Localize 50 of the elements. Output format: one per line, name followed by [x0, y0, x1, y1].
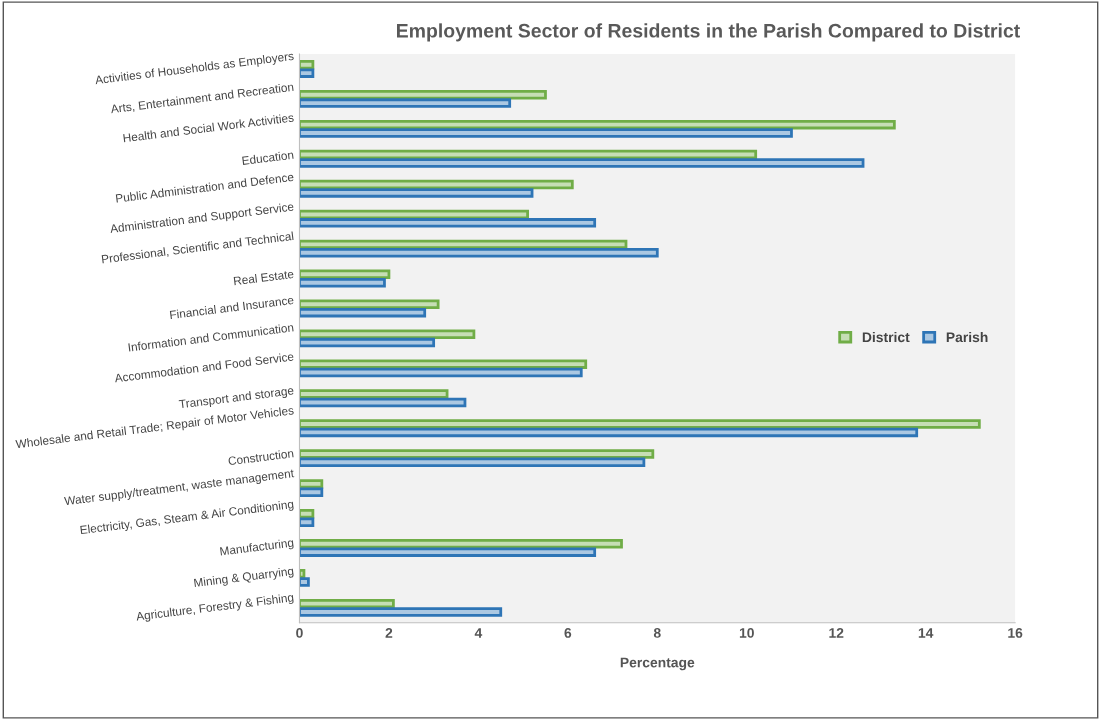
- bar: [299, 158, 865, 168]
- bar: [299, 419, 981, 429]
- bar: [299, 547, 597, 557]
- bar: [299, 367, 583, 378]
- bar: [299, 397, 467, 408]
- x-tick-label: 12: [829, 628, 844, 638]
- bar: [299, 449, 655, 459]
- y-tick-label: Accommodation and Food Service: [114, 351, 294, 383]
- bar: [299, 457, 646, 468]
- x-tick-label: 10: [739, 628, 754, 638]
- bar: [299, 277, 386, 288]
- y-tick-label: Health and Social Work Activities: [123, 112, 294, 143]
- bar: [299, 98, 512, 108]
- y-tick-label: Manufacturing: [219, 538, 294, 558]
- y-tick-label: Mining & Quarrying: [193, 566, 294, 590]
- x-tick-label: 14: [918, 628, 934, 638]
- bar: [299, 479, 324, 489]
- y-tick-label: Education: [242, 150, 294, 166]
- bar: [299, 128, 793, 138]
- bar: [299, 359, 588, 369]
- bar: [299, 329, 476, 339]
- y-tick-label: Real Estate: [233, 269, 294, 286]
- bar: [299, 307, 427, 318]
- bar: [299, 337, 436, 348]
- chart-title: Employment Sector of Residents in the Parish Compared to District: [397, 23, 1020, 42]
- legend-label: Parish: [946, 331, 988, 343]
- legend-label: District: [862, 331, 910, 343]
- bar: [299, 188, 534, 198]
- y-tick-label: Agriculture, Forestry & Fishing: [135, 592, 294, 623]
- bar: [299, 389, 449, 399]
- x-tick-label: 8: [653, 628, 661, 638]
- y-tick-label: Arts, Entertainment and Recreation: [110, 82, 294, 115]
- x-tick-label: 6: [564, 628, 572, 638]
- y-tick-label: Construction: [228, 448, 294, 466]
- bar: [299, 607, 503, 617]
- bar: [299, 487, 324, 498]
- x-tick-label: 16: [1008, 628, 1023, 638]
- bar: [299, 218, 597, 228]
- y-tick-label: Information and Communication: [128, 322, 294, 352]
- x-tick-label: 0: [296, 628, 303, 638]
- bar: [299, 517, 315, 527]
- y-tick-label: Financial and Insurance: [169, 295, 294, 320]
- x-tick-label: 2: [385, 628, 393, 638]
- x-axis-title: Percentage: [620, 657, 695, 671]
- bar: [299, 68, 315, 78]
- x-tick-label: 4: [474, 628, 483, 638]
- bar: [299, 248, 659, 258]
- bar: [299, 577, 310, 587]
- bar: [299, 427, 919, 438]
- y-tick-label: Public Administration and Defence: [115, 172, 294, 203]
